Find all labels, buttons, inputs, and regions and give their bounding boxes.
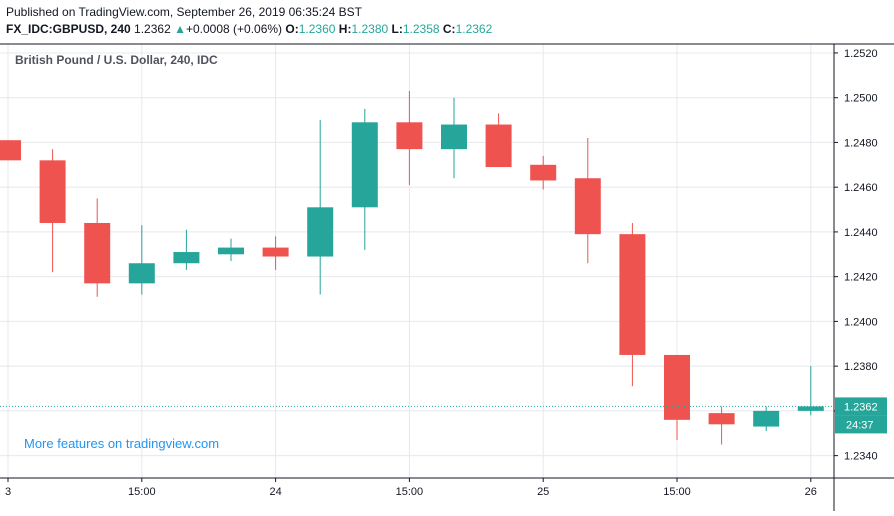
candle-up [307,120,334,295]
chart-legend-title: British Pound / U.S. Dollar, 240, IDC [15,53,218,67]
countdown-box [835,415,887,434]
high-label: H: [338,22,352,36]
grid-lines [0,44,834,478]
y-tick-label: 1.2520 [844,48,878,60]
candle-down [708,406,735,445]
countdown-label: 24:37 [846,419,874,431]
candle-up [797,366,824,416]
candle-body [173,252,200,264]
symbol-label: FX_IDC:GBPUSD, 240 [6,22,131,36]
candle-body [351,122,378,208]
chart-header: Published on TradingView.com, September … [6,4,492,38]
candle-down [396,90,423,185]
candle-body [39,160,66,223]
x-tick-label: 25 [537,486,549,498]
candle-body [485,124,512,168]
y-tick-label: 1.2400 [844,316,878,328]
candle-body [574,178,601,235]
candle-body [0,140,21,161]
candle-up [753,406,780,432]
last-price-tag-label: 1.2362 [844,401,878,413]
x-tick-label: 24 [269,486,281,498]
close-label: C: [442,22,456,36]
candle-body [753,410,780,427]
y-tick-label: 1.2420 [844,272,878,284]
candle-body [396,122,423,150]
y-tick-label: 1.2500 [844,93,878,105]
candle-down [664,354,690,440]
x-tick-label: 15:00 [396,486,424,498]
candle-down [619,222,646,387]
y-tick-label: 1.2340 [844,451,878,463]
symbol-ohlc-line: FX_IDC:GBPUSD, 240 1.2362 ▲+0.0008 (+0.0… [6,21,492,38]
up-arrow-icon: ▲ [174,22,186,36]
y-tick-label: 1.2440 [844,227,878,239]
x-tick-label: 26 [805,486,817,498]
candle-up [441,97,467,179]
price-axis[interactable]: 1.23401.23601.23801.24001.24201.24401.24… [834,48,878,463]
candle-down [39,149,66,273]
candle-body [307,207,334,257]
y-tick-label: 1.2480 [844,137,878,149]
candle-body [218,247,244,255]
candle-body [530,164,557,181]
candle-body [664,354,690,420]
chart-frame [0,43,894,511]
candle-up [218,238,244,261]
candle-body [128,263,155,284]
x-tick-label: 3 [5,486,11,498]
candle-down [84,198,111,297]
last-price-tag: 1.2362 24:37 [0,397,887,434]
x-tick-label: 15:00 [128,486,156,498]
y-tick-label: 1.2380 [844,361,878,373]
low-label: L: [391,22,403,36]
candle-down [485,113,512,168]
candles-group [0,90,824,445]
candle-body [619,234,646,355]
x-tick-label: 15:00 [663,486,691,498]
high-value: 1.2380 [351,22,389,36]
change-text: +0.0008 (+0.06%) [185,22,283,36]
candle-body [441,124,467,150]
candle-down [262,236,289,270]
open-label: O: [285,22,299,36]
candle-up [128,225,155,295]
y-tick-label: 1.2460 [844,182,878,194]
last-price-box [835,397,887,416]
candle-down [574,137,601,264]
candle-body [262,247,289,257]
candle-down [0,140,21,161]
last-price: 1.2362 [134,22,171,36]
watermark-link[interactable]: More features on tradingview.com [24,436,220,451]
time-axis[interactable]: 3 15:00 24 15:00 25 15:00 26 [5,478,817,498]
open-value: 1.2360 [298,22,336,36]
candle-body [84,222,111,284]
low-value: 1.2358 [402,22,440,36]
candle-up [351,108,378,250]
candle-body [797,406,824,411]
candle-down [530,155,557,190]
close-value: 1.2362 [455,22,493,36]
published-text: Published on TradingView.com, September … [6,5,363,19]
candle-body [708,413,735,425]
candle-up [173,229,200,270]
